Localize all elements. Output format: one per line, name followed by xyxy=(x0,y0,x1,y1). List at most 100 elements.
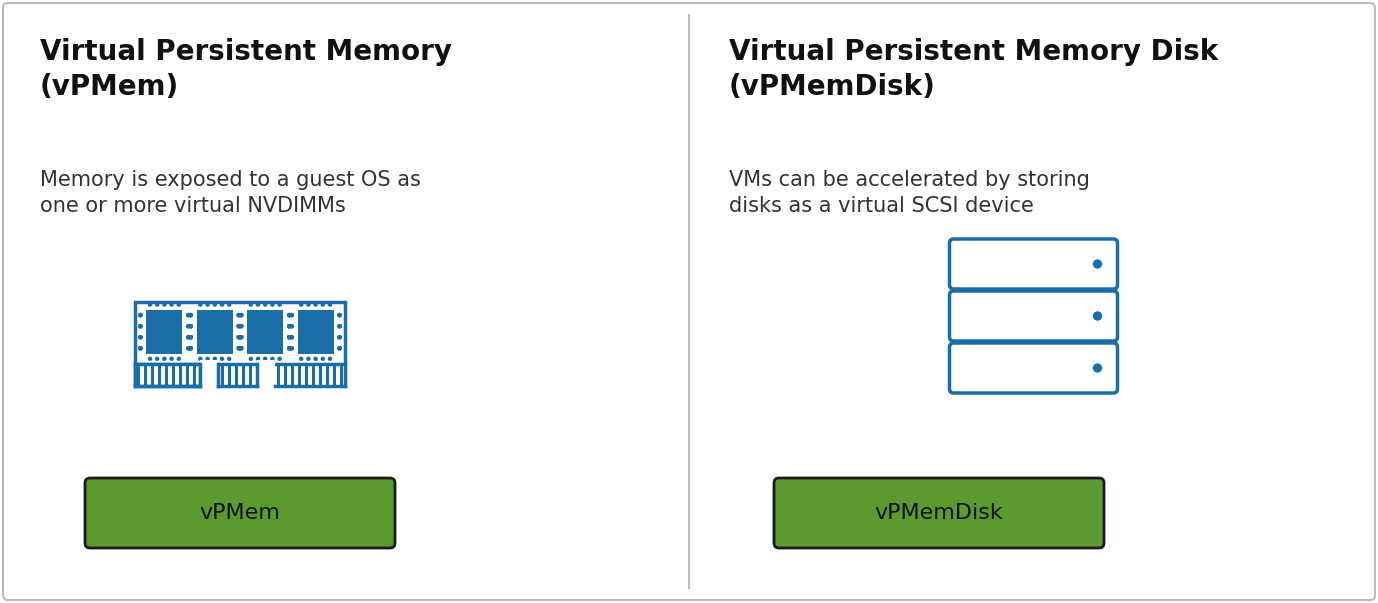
Circle shape xyxy=(227,303,230,306)
Text: Virtual Persistent Memory Disk
(vPMemDisk): Virtual Persistent Memory Disk (vPMemDis… xyxy=(729,38,1218,101)
Circle shape xyxy=(139,324,142,327)
FancyBboxPatch shape xyxy=(949,239,1118,289)
Circle shape xyxy=(207,357,209,360)
Circle shape xyxy=(139,336,142,339)
Circle shape xyxy=(198,357,203,360)
Circle shape xyxy=(189,347,193,350)
Circle shape xyxy=(291,336,294,339)
Circle shape xyxy=(291,324,294,327)
Circle shape xyxy=(189,347,193,350)
Circle shape xyxy=(169,303,174,306)
Circle shape xyxy=(288,347,291,350)
Bar xyxy=(186,364,189,385)
Circle shape xyxy=(338,314,342,317)
Circle shape xyxy=(178,357,181,360)
Circle shape xyxy=(214,303,216,306)
Bar xyxy=(332,364,336,385)
Circle shape xyxy=(288,314,291,317)
Circle shape xyxy=(139,347,142,350)
Circle shape xyxy=(139,314,142,317)
Circle shape xyxy=(256,357,259,360)
Circle shape xyxy=(156,357,158,360)
Circle shape xyxy=(338,324,342,327)
Circle shape xyxy=(189,324,193,327)
Circle shape xyxy=(189,324,193,327)
Circle shape xyxy=(321,357,324,360)
Bar xyxy=(318,364,322,385)
Circle shape xyxy=(307,303,310,306)
Circle shape xyxy=(187,324,190,327)
Circle shape xyxy=(189,336,193,339)
Circle shape xyxy=(278,357,281,360)
Circle shape xyxy=(328,303,332,306)
Circle shape xyxy=(139,314,142,317)
Circle shape xyxy=(256,303,259,306)
Circle shape xyxy=(288,347,291,350)
Circle shape xyxy=(288,336,291,339)
Circle shape xyxy=(314,303,317,306)
Bar xyxy=(200,364,203,385)
Bar xyxy=(284,364,287,385)
Circle shape xyxy=(187,336,190,339)
Circle shape xyxy=(156,303,158,306)
Text: Memory is exposed to a guest OS as
one or more virtual NVDIMMs: Memory is exposed to a guest OS as one o… xyxy=(40,170,420,216)
Circle shape xyxy=(291,336,294,339)
Bar xyxy=(305,364,309,385)
Circle shape xyxy=(288,324,291,327)
Circle shape xyxy=(237,336,240,339)
Circle shape xyxy=(288,324,291,327)
Circle shape xyxy=(299,303,303,306)
Circle shape xyxy=(291,336,294,339)
Circle shape xyxy=(189,324,193,327)
Circle shape xyxy=(1094,312,1101,320)
Circle shape xyxy=(187,347,190,350)
Text: VMs can be accelerated by storing
disks as a virtual SCSI device: VMs can be accelerated by storing disks … xyxy=(729,170,1090,216)
Circle shape xyxy=(187,336,190,339)
Circle shape xyxy=(291,336,294,339)
Circle shape xyxy=(187,336,190,339)
Circle shape xyxy=(237,336,240,339)
Bar xyxy=(247,309,284,354)
Circle shape xyxy=(187,347,190,350)
Bar xyxy=(256,364,259,385)
Circle shape xyxy=(139,324,142,327)
Circle shape xyxy=(307,357,310,360)
FancyBboxPatch shape xyxy=(85,478,395,548)
Circle shape xyxy=(187,347,190,350)
Circle shape xyxy=(240,347,243,350)
Circle shape xyxy=(1094,364,1101,372)
Bar xyxy=(291,364,295,385)
Circle shape xyxy=(237,347,240,350)
Circle shape xyxy=(321,303,324,306)
Circle shape xyxy=(189,347,193,350)
Bar xyxy=(241,364,245,385)
Circle shape xyxy=(338,347,342,350)
Circle shape xyxy=(187,324,190,327)
Text: vPMem: vPMem xyxy=(200,503,281,523)
Circle shape xyxy=(288,336,291,339)
Circle shape xyxy=(240,314,243,317)
Circle shape xyxy=(187,314,190,317)
Bar xyxy=(179,364,182,385)
Circle shape xyxy=(187,314,190,317)
Circle shape xyxy=(139,324,142,327)
Circle shape xyxy=(338,336,342,339)
Bar xyxy=(234,364,238,385)
Circle shape xyxy=(178,303,181,306)
Bar xyxy=(298,309,333,354)
Circle shape xyxy=(1094,260,1101,268)
Circle shape xyxy=(240,324,243,327)
Circle shape xyxy=(299,357,303,360)
Bar xyxy=(150,364,154,385)
Circle shape xyxy=(189,314,193,317)
Bar xyxy=(136,364,141,385)
Circle shape xyxy=(291,347,294,350)
Circle shape xyxy=(139,347,142,350)
Circle shape xyxy=(220,303,223,306)
Circle shape xyxy=(240,336,243,339)
Bar xyxy=(172,364,175,385)
Circle shape xyxy=(237,336,240,339)
Bar xyxy=(220,364,225,385)
Circle shape xyxy=(338,324,342,327)
Bar xyxy=(256,359,274,387)
